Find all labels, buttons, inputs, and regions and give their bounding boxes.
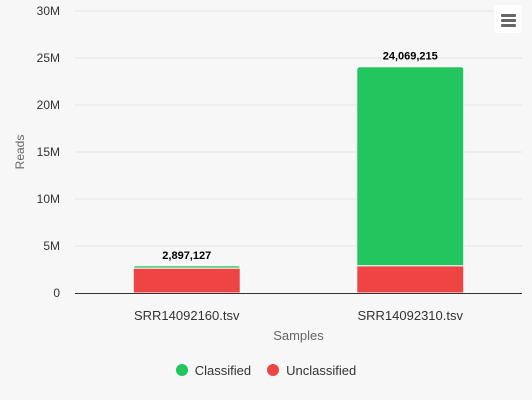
y-tick-label: 0 [53, 286, 60, 300]
bar-classified-0 [132, 265, 241, 269]
hamburger-menu-icon [501, 14, 516, 17]
legend-item-unclassified[interactable]: Unclassified [267, 363, 356, 378]
bars [132, 66, 465, 294]
y-tick-label: 5M [43, 239, 60, 253]
x-tick-label: SRR14092310.tsv [357, 308, 463, 323]
bar-unclassified-0 [132, 267, 241, 294]
legend-label-classified: Classified [194, 362, 252, 378]
y-axis-ticks: 0 5M 10M 15M 20M 25M 30M [37, 4, 61, 300]
hamburger-menu-icon-bar [501, 24, 516, 27]
y-tick-label: 15M [37, 145, 60, 159]
chart-menu-button[interactable] [494, 5, 522, 33]
chart-legend: Classified Unclassified [0, 360, 532, 380]
y-tick-label: 20M [37, 98, 60, 112]
legend-item-classified[interactable]: Classified [175, 362, 252, 378]
total-label: 2,897,127 [162, 250, 211, 262]
hamburger-menu-icon-bar [501, 19, 516, 22]
y-tick-label: 30M [37, 4, 60, 18]
data-labels: 2,897,127 24,069,215 [162, 51, 438, 262]
bar-classified-1 [356, 66, 465, 267]
x-axis-ticks: SRR14092160.tsv SRR14092310.tsv [134, 308, 464, 323]
y-axis-title: Reads [13, 135, 27, 170]
y-tick-label: 10M [37, 192, 60, 206]
x-axis-title: Samples [273, 328, 324, 343]
total-label: 24,069,215 [383, 51, 438, 63]
legend-label-unclassified: Unclassified [286, 362, 357, 378]
legend-marker-classified [175, 364, 188, 376]
y-tick-label: 25M [37, 51, 60, 65]
legend-marker-unclassified [267, 364, 280, 376]
bar-unclassified-1 [356, 265, 465, 294]
x-tick-label: SRR14092160.tsv [134, 308, 240, 323]
